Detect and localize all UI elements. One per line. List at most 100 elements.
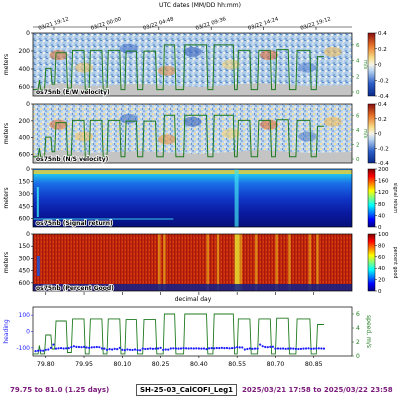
velocity-patch bbox=[119, 113, 138, 124]
heading-point bbox=[228, 347, 231, 350]
y-tick-label: 600 bbox=[19, 216, 31, 223]
speed-axis-tick-label: 2 bbox=[356, 142, 360, 148]
y-axis-label: meters bbox=[3, 123, 10, 144]
velocity-patch bbox=[298, 131, 317, 142]
heading-axis-label: heading bbox=[3, 319, 10, 343]
colorbar-tick-label: -0.2 bbox=[378, 146, 389, 152]
speed-tick-label: 4 bbox=[356, 325, 360, 332]
y-tick-label: 600 bbox=[19, 152, 31, 159]
velocity-patch bbox=[157, 65, 176, 76]
heading-point bbox=[164, 348, 167, 351]
heading-point bbox=[52, 343, 55, 346]
colorbar-tick-label: -0.4 bbox=[378, 161, 389, 167]
speed-axis-label: speed, m/s bbox=[365, 315, 372, 348]
signal-streak bbox=[36, 187, 39, 217]
heading-point bbox=[182, 347, 185, 350]
heading-speed-panel: 100 0 -100 heading 6 4 2 0 speed, m/s 79.80 79.95 8… bbox=[3, 292, 372, 368]
percent-good-streak bbox=[255, 234, 258, 291]
heading-point bbox=[238, 346, 241, 349]
heading-point bbox=[108, 348, 111, 351]
velocity-patch bbox=[298, 62, 317, 73]
heading-point bbox=[90, 346, 93, 349]
x-tick-label: 80.70 bbox=[267, 361, 285, 368]
heading-point bbox=[279, 347, 282, 350]
heading-point bbox=[174, 347, 178, 350]
heading-point bbox=[320, 347, 323, 350]
heading-point bbox=[123, 349, 126, 352]
y-tick-label: 600 bbox=[19, 280, 31, 287]
speed-tick-label: 6 bbox=[356, 311, 360, 318]
heading-point bbox=[59, 347, 63, 350]
heading-point bbox=[172, 347, 175, 350]
colorbar-tick-label: 0.2 bbox=[378, 117, 387, 123]
heading-point bbox=[67, 347, 70, 350]
colorbar bbox=[367, 168, 376, 228]
velocity-patch bbox=[49, 50, 68, 61]
heading-point bbox=[299, 347, 303, 350]
speed-axis-tick-label: 4 bbox=[356, 59, 360, 65]
x-tick-label: 80.25 bbox=[152, 361, 170, 368]
heading-point bbox=[271, 345, 274, 348]
colorbar-tick-label: 40 bbox=[378, 266, 385, 272]
colorbar-tick-label: 60 bbox=[378, 255, 385, 261]
y-tick-label: 150 bbox=[19, 243, 31, 250]
heading-point bbox=[289, 347, 292, 350]
heading-point bbox=[75, 345, 78, 348]
colorbar-label: signal return bbox=[392, 183, 398, 213]
speed-axis-tick-label: 6 bbox=[356, 43, 360, 49]
footer-dates: 2025/03/21 17:58 to 2025/03/22 23:58 bbox=[242, 386, 393, 394]
velocity-patch bbox=[183, 116, 202, 127]
heading-point bbox=[146, 347, 149, 350]
heading-point bbox=[131, 348, 134, 352]
speed-line bbox=[33, 313, 324, 355]
signal-streak bbox=[234, 169, 239, 227]
heading-point bbox=[266, 346, 269, 349]
heading-point bbox=[317, 347, 320, 350]
colorbar-tick-label: 0 bbox=[378, 132, 382, 138]
heading-point bbox=[44, 348, 47, 351]
velocity-patch bbox=[221, 59, 240, 70]
heading-point bbox=[151, 347, 155, 350]
y-tick-label: 200 bbox=[19, 118, 31, 125]
speed-axis-tick-label: 6 bbox=[356, 113, 360, 119]
percent-good-panel: os75nb (Percent Good)0150300450600meters… bbox=[3, 231, 398, 295]
heading-point bbox=[241, 346, 244, 349]
heading-tick-label: 100 bbox=[19, 312, 31, 319]
colorbar-tick-label: 120 bbox=[378, 190, 389, 196]
percent-good-streak bbox=[206, 234, 210, 291]
heading-point bbox=[111, 348, 114, 351]
y-tick-label: 200 bbox=[19, 48, 31, 55]
heading-point bbox=[167, 348, 170, 351]
x-tick-label: 79.95 bbox=[75, 361, 93, 368]
heading-point bbox=[136, 349, 139, 352]
heading-point bbox=[154, 347, 157, 350]
heading-point bbox=[292, 347, 295, 350]
y-tick-label: 300 bbox=[19, 191, 31, 198]
heading-point bbox=[159, 346, 162, 349]
heading-point bbox=[223, 347, 226, 350]
colorbar-tick-label: 100 bbox=[378, 232, 389, 238]
date-tick-label: 03/22 09:36 bbox=[195, 16, 227, 31]
heading-point bbox=[141, 347, 144, 350]
heading-point bbox=[126, 348, 129, 351]
velocity-patch bbox=[323, 116, 342, 127]
heading-point bbox=[225, 346, 229, 350]
footer-range: 79.75 to 81.0 (1.25 days) bbox=[10, 386, 110, 394]
colorbar-tick-label: -0.2 bbox=[378, 78, 389, 84]
signal-field bbox=[33, 169, 352, 227]
heading-point bbox=[185, 347, 188, 350]
heading-point bbox=[297, 347, 300, 351]
percent-good-streak bbox=[308, 234, 312, 291]
x-axis: 79.80 79.95 80.10 80.25 80.40 80.55 80.70 80.85 bbox=[37, 292, 323, 368]
percent-good-gap bbox=[36, 256, 40, 276]
percent-good-streak bbox=[158, 234, 161, 291]
heading-point bbox=[34, 350, 37, 353]
panel-frame bbox=[32, 32, 353, 97]
footer-cruise: SH-25-03_CalCOFI_Leg1 bbox=[136, 384, 238, 396]
heading-tick-label: 0 bbox=[26, 329, 30, 336]
y-tick-label: 0 bbox=[26, 231, 30, 238]
heading-point bbox=[128, 348, 132, 351]
percent-good-streak bbox=[239, 234, 243, 291]
panel-label: os75nb (Signal return) bbox=[36, 220, 113, 227]
panel-frame bbox=[32, 233, 353, 292]
